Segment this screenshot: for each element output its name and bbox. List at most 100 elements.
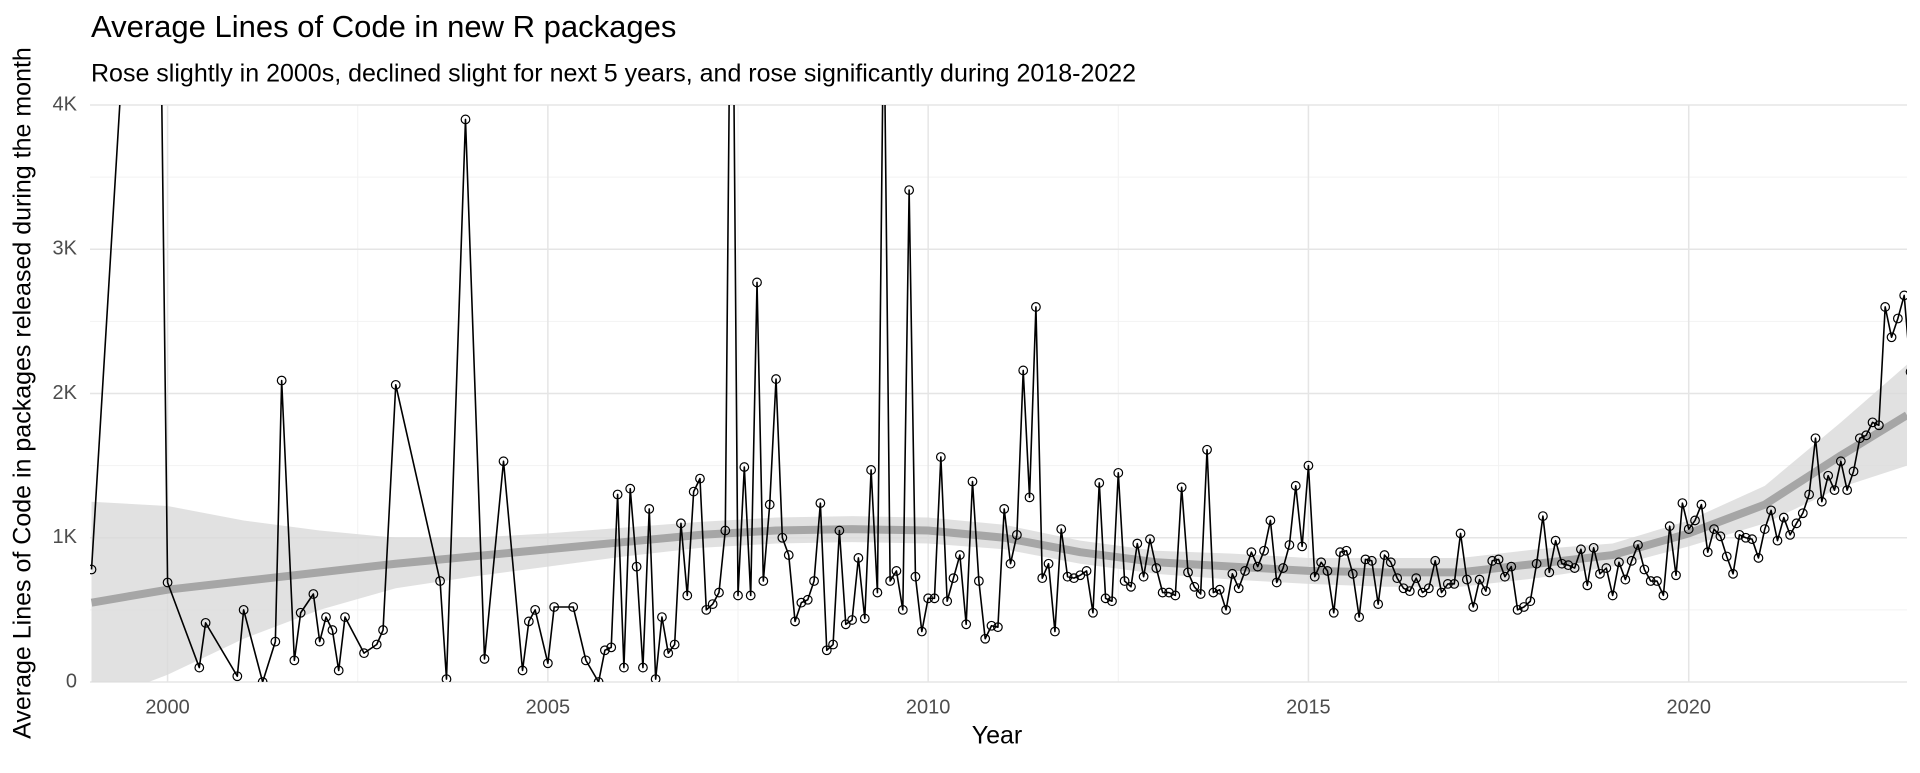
data-point [657,612,667,622]
data-point [194,662,205,673]
data-point [90,564,97,575]
data-point [1867,417,1878,428]
data-point [1588,542,1599,553]
data-point [973,576,984,586]
data-point [714,587,724,598]
data-point [1411,573,1422,584]
data-point [1544,567,1555,578]
data-point [1810,433,1821,444]
x-tick-label: 2010 [906,696,951,718]
data-point [764,499,775,510]
data-point [1474,574,1485,585]
data-point [910,571,921,582]
data-point [1278,563,1289,573]
data-point [340,612,350,622]
data-point [1740,532,1751,543]
data-point [1373,599,1384,610]
data-point [1189,581,1200,592]
data-point [1886,332,1897,343]
data-point [923,593,934,604]
data-point [1290,480,1301,491]
data-point [758,576,769,586]
data-point [1873,420,1884,431]
data-point [790,616,800,627]
data-point [1633,540,1643,550]
data-point [1690,515,1700,526]
data-point [517,665,528,676]
data-point [1899,290,1907,301]
data-point [891,566,902,576]
data-point [390,379,401,390]
y-tick-label: 2K [53,382,78,404]
data-point [276,375,287,386]
data-point [897,604,908,615]
data-point [1607,590,1618,601]
data-point [1493,554,1504,565]
data-point [1031,302,1041,312]
data-point [1728,568,1738,579]
data-point [1164,587,1174,598]
y-tick-label: 1K [53,526,78,548]
data-point [986,620,997,631]
data-point [295,607,306,618]
data-point [1550,535,1561,546]
data-point [954,550,965,560]
data-point [1582,580,1593,591]
data-point [1816,496,1827,507]
data-line [90,105,1907,682]
data-point [802,594,813,605]
data-point [1557,558,1567,569]
data-point [695,473,705,484]
data-point [1734,529,1745,540]
data-point [1360,554,1371,565]
data-point [1759,524,1770,534]
data-point [580,655,591,666]
data-point [314,636,325,647]
data-point [523,616,534,627]
data-point [1563,560,1574,571]
data-point [327,625,338,635]
data-point [707,599,718,610]
data-point [1347,568,1358,579]
data-point [701,604,712,615]
data-point [866,465,877,475]
data-point [650,674,661,682]
plot-area [90,105,1907,682]
data-point [1012,529,1022,540]
data-point [1037,573,1048,584]
data-point [1905,368,1907,376]
data-point [1677,498,1688,509]
data-point [859,613,870,624]
data-point [644,504,655,514]
data-point [1829,485,1840,496]
data-point [1696,499,1707,510]
data-point [771,374,781,384]
data-point [1442,579,1453,589]
data-point [904,185,915,196]
x-axis-title: Year [972,722,1023,750]
data-point [1183,567,1193,578]
data-point [853,553,864,563]
x-tick-label: 2015 [1286,696,1331,718]
data-point [1538,511,1548,522]
data-point [1316,557,1327,568]
data-point [1341,545,1352,556]
data-point [308,589,319,599]
data-point [619,662,629,673]
data-point [1170,590,1181,601]
data-point [676,518,686,529]
y-tick-label: 3K [53,238,78,260]
data-point [1861,430,1872,441]
data-point [1595,568,1605,579]
data-point [1271,577,1282,588]
data-point [1081,566,1092,576]
data-point [1645,576,1656,586]
data-point [1176,482,1187,493]
data-point [1614,557,1624,568]
data-point [1480,586,1491,597]
data-point [1430,555,1441,566]
data-point [600,645,610,656]
data-point [1461,574,1472,585]
data-point [809,576,819,586]
data-point [783,550,794,560]
